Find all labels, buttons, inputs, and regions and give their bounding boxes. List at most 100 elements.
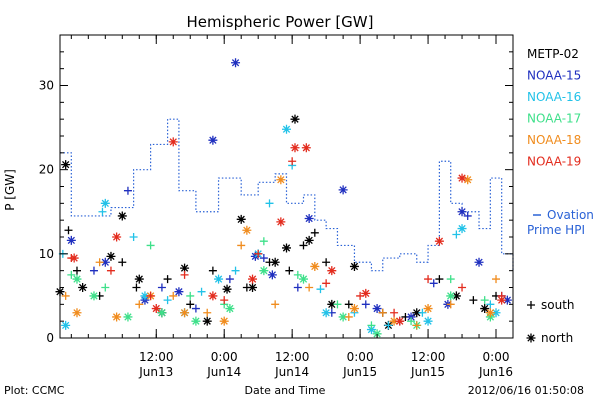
y-axis-label: P [GW]: [3, 169, 17, 211]
north-marker: [242, 225, 252, 235]
north-marker: [423, 304, 433, 314]
plot-frame: [59, 34, 514, 339]
north-marker: [463, 175, 473, 185]
south-marker: [186, 300, 195, 309]
north-marker: [451, 291, 461, 301]
south-marker: [129, 233, 138, 241]
north-marker: [301, 143, 311, 153]
north-marker: [112, 312, 122, 322]
legend-ovation-label-2: Prime HPI: [527, 223, 585, 237]
north-marker: [214, 274, 224, 284]
north-marker: [502, 295, 512, 305]
south-marker: [446, 300, 455, 309]
north-marker: [389, 316, 399, 326]
south-marker: [435, 275, 444, 284]
south-marker: [407, 317, 416, 326]
south-marker: [492, 275, 501, 284]
y-tick-label: 10: [39, 247, 54, 261]
legend-entry: NOAA-15: [527, 69, 581, 83]
north-marker: [191, 316, 201, 326]
north-marker: [361, 288, 371, 298]
north-marker: [290, 114, 300, 124]
north-marker: [168, 137, 178, 147]
south-marker: [231, 266, 240, 275]
north-marker: [446, 291, 456, 301]
south-marker: [480, 296, 489, 305]
south-marker: [89, 266, 98, 275]
x-tick-date-label: Jun15: [410, 365, 445, 379]
south-marker: [418, 308, 427, 317]
south-marker: [72, 266, 81, 275]
north-marker: [338, 185, 348, 195]
north-marker: [457, 224, 467, 234]
south-marker: [186, 291, 195, 300]
legend-entry: METP-02: [527, 47, 579, 61]
legend-entry: NOAA-18: [527, 133, 581, 147]
x-tick-date-label: Jun14: [274, 365, 309, 379]
south-marker: [316, 285, 325, 294]
north-marker: [61, 160, 71, 170]
north-marker: [78, 283, 88, 292]
south-marker: [146, 241, 155, 250]
x-tick-time-label: 12:00: [275, 350, 310, 364]
north-marker: [208, 291, 218, 301]
legend-entry: NOAA-16: [527, 90, 581, 104]
south-marker: [390, 308, 399, 317]
south-marker: [293, 270, 302, 279]
plus-icon: [527, 301, 535, 309]
north-marker: [100, 257, 110, 267]
north-marker: [491, 308, 501, 318]
south-marker: [259, 254, 268, 263]
south-marker: [135, 300, 144, 309]
asterisk-icon: [526, 333, 536, 343]
north-marker: [412, 308, 422, 318]
south-marker: [163, 275, 172, 284]
north-marker: [372, 329, 382, 339]
legend-ovation-label-1: Ovation: [547, 208, 594, 222]
south-marker: [101, 283, 110, 292]
south-marker: [146, 291, 155, 300]
north-marker: [457, 173, 467, 183]
south-marker: [285, 266, 294, 275]
north-marker: [106, 251, 116, 261]
south-marker: [98, 207, 107, 216]
legend-entry: NOAA-19: [527, 155, 581, 169]
south-marker: [67, 270, 76, 279]
axes: 010203012:00Jun130:00Jun1412:00Jun140:00…: [39, 34, 514, 379]
north-marker: [406, 312, 416, 322]
north-marker: [259, 266, 269, 276]
south-marker: [458, 283, 467, 292]
x-tick-time-label: 0:00: [211, 350, 238, 364]
north-marker: [112, 232, 122, 242]
south-marker: [344, 300, 353, 309]
south-marker: [237, 241, 246, 250]
north-marker: [61, 320, 71, 330]
south-marker: [106, 266, 115, 275]
series-noaa-15: [66, 58, 512, 326]
north-marker: [151, 304, 161, 314]
north-marker: [123, 312, 133, 322]
north-marker: [276, 175, 286, 185]
south-marker: [265, 199, 274, 208]
south-marker: [412, 321, 421, 330]
south-marker: [288, 157, 297, 166]
series-noaa-16: [58, 124, 501, 335]
north-marker: [474, 257, 484, 267]
south-marker: [123, 186, 132, 195]
south-marker: [95, 258, 104, 267]
legend-south-label: south: [541, 298, 575, 312]
north-marker: [327, 299, 337, 309]
south-marker: [333, 300, 342, 309]
plot-area: [55, 58, 514, 339]
north-marker: [100, 198, 110, 208]
south-marker: [259, 237, 268, 246]
x-tick-time-label: 0:00: [483, 350, 510, 364]
north-marker: [304, 235, 314, 245]
north-marker: [395, 316, 405, 326]
legend-north-key: north: [526, 331, 573, 345]
series-noaa-19: [67, 137, 507, 326]
south-marker: [322, 258, 331, 267]
north-marker: [290, 143, 300, 153]
north-marker: [485, 308, 495, 318]
